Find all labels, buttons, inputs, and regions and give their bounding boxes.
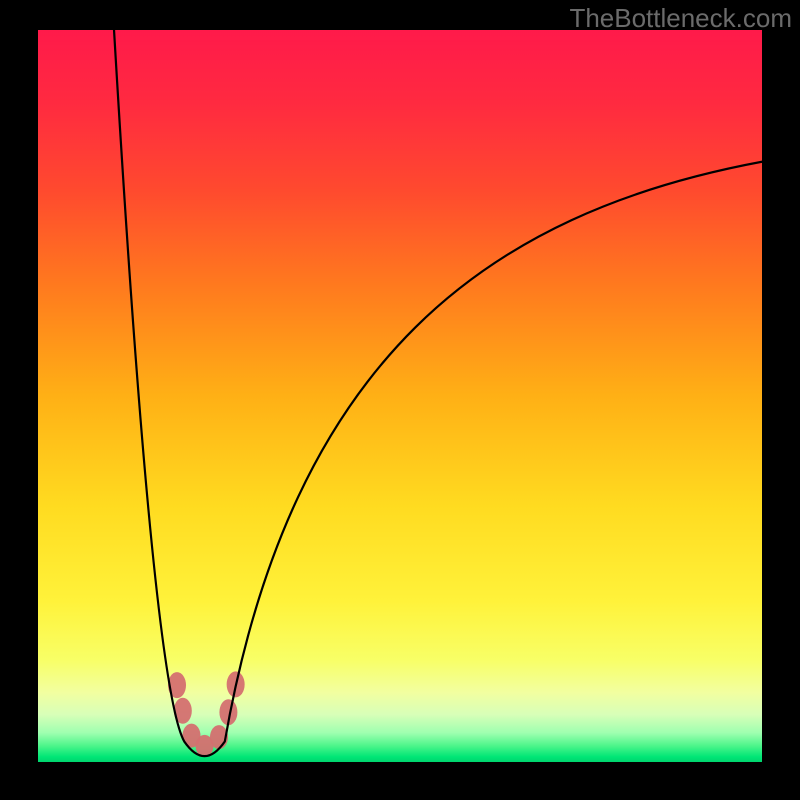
watermark-text: TheBottleneck.com [569,3,792,34]
chart-root: TheBottleneck.com [0,0,800,800]
gradient-background [38,30,762,762]
bottleneck-chart [38,30,762,762]
plot-area [38,30,762,762]
